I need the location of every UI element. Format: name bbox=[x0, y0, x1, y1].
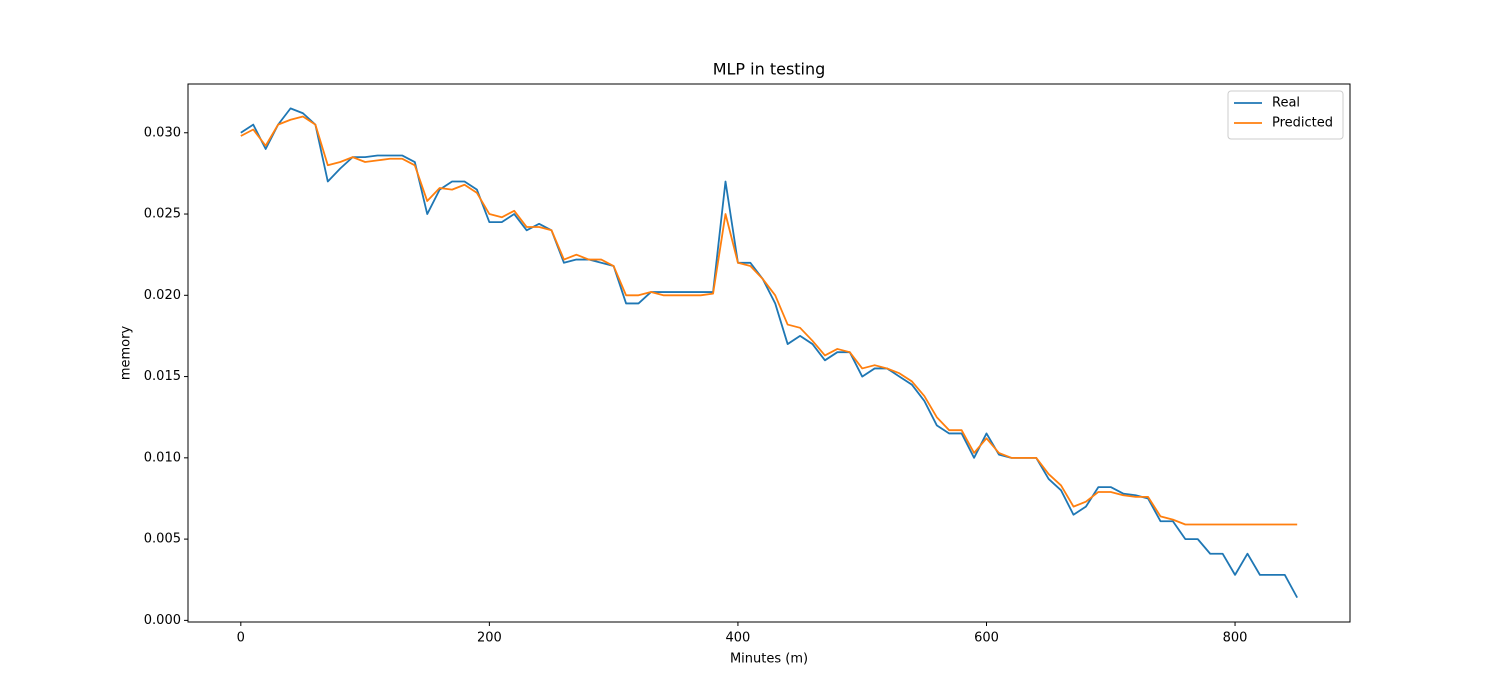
line-series bbox=[240, 115, 1298, 526]
y-tick-label: 0.005 bbox=[144, 532, 181, 547]
x-tick-label: 400 bbox=[726, 631, 751, 646]
y-tick-label: 0.020 bbox=[144, 288, 181, 303]
x-tick-label: 0 bbox=[237, 631, 245, 646]
x-axis-label: Minutes (m) bbox=[730, 652, 808, 667]
y-tick-label: 0.025 bbox=[144, 207, 181, 222]
y-axis-label: memory bbox=[119, 326, 134, 381]
legend-label: Real bbox=[1272, 96, 1300, 111]
x-tick-label: 600 bbox=[974, 631, 999, 646]
y-tick-label: 0.015 bbox=[144, 369, 181, 384]
chart-title: MLP in testing bbox=[713, 60, 826, 79]
y-tick-label: 0.030 bbox=[144, 125, 181, 140]
y-tick-label: 0.000 bbox=[144, 613, 181, 628]
x-tick-label: 200 bbox=[477, 631, 502, 646]
legend-label: Predicted bbox=[1272, 116, 1333, 131]
y-tick-label: 0.010 bbox=[144, 450, 181, 465]
legend: Real Predicted bbox=[1227, 90, 1344, 140]
plot-frame bbox=[187, 83, 1351, 623]
x-tick-label: 800 bbox=[1223, 631, 1248, 646]
